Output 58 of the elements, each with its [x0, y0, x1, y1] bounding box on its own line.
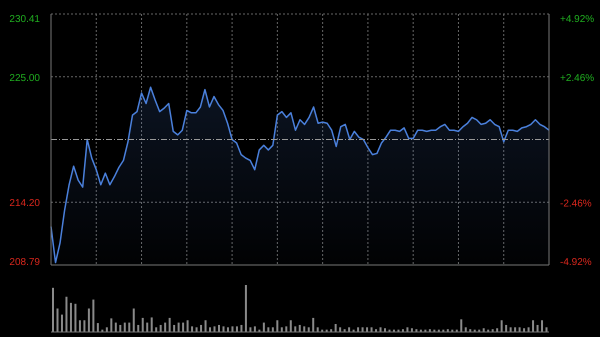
- bar: [262, 322, 265, 332]
- bar: [124, 322, 126, 332]
- bar: [56, 308, 58, 332]
- bar: [496, 328, 498, 332]
- bar: [119, 324, 122, 332]
- bar: [137, 324, 140, 332]
- bar: [334, 324, 337, 332]
- bar: [70, 302, 72, 332]
- y2-tick-label: +2.46%: [560, 72, 594, 84]
- bar: [523, 328, 526, 332]
- bar: [410, 328, 413, 332]
- bar: [240, 324, 242, 332]
- bar: [60, 314, 63, 332]
- bar: [74, 304, 76, 332]
- bar: [96, 323, 99, 332]
- bar: [83, 320, 86, 332]
- bar: [200, 324, 202, 332]
- bar: [88, 308, 90, 332]
- bar: [142, 318, 144, 332]
- y-tick-label: 214.20: [9, 198, 40, 210]
- bar: [500, 320, 503, 332]
- y2-tick-label: -2.46%: [560, 198, 592, 210]
- bar: [244, 285, 247, 332]
- y2-tick-label: -4.92%: [560, 257, 592, 268]
- bar: [168, 318, 171, 332]
- bar: [52, 288, 54, 332]
- bar: [110, 318, 112, 332]
- bar: [312, 318, 314, 332]
- bar: [384, 328, 386, 332]
- bar: [160, 324, 162, 332]
- bar: [536, 324, 539, 332]
- bar: [146, 322, 148, 332]
- y-tick-label: 208.79: [9, 257, 40, 268]
- bar: [128, 322, 130, 332]
- bar: [541, 320, 544, 332]
- bar: [460, 319, 462, 332]
- bar: [505, 324, 508, 332]
- bar: [218, 324, 220, 332]
- y2-tick-label: +4.92%: [560, 14, 594, 25]
- bar: [78, 320, 81, 332]
- bar: [204, 320, 207, 332]
- bar: [182, 322, 184, 332]
- bar: [65, 296, 68, 332]
- bar: [482, 328, 485, 332]
- bar: [164, 322, 166, 332]
- y-tick-label: 230.41: [9, 14, 40, 25]
- bar: [298, 324, 301, 332]
- bar: [114, 322, 117, 332]
- bar: [290, 320, 292, 332]
- bar: [150, 317, 153, 332]
- bar: [276, 320, 278, 332]
- y-tick-label: 225.00: [9, 72, 40, 84]
- bar: [532, 320, 534, 332]
- bar: [173, 324, 176, 332]
- bar: [132, 308, 135, 332]
- bar: [186, 320, 189, 332]
- bar: [178, 322, 180, 332]
- bar: [92, 300, 94, 332]
